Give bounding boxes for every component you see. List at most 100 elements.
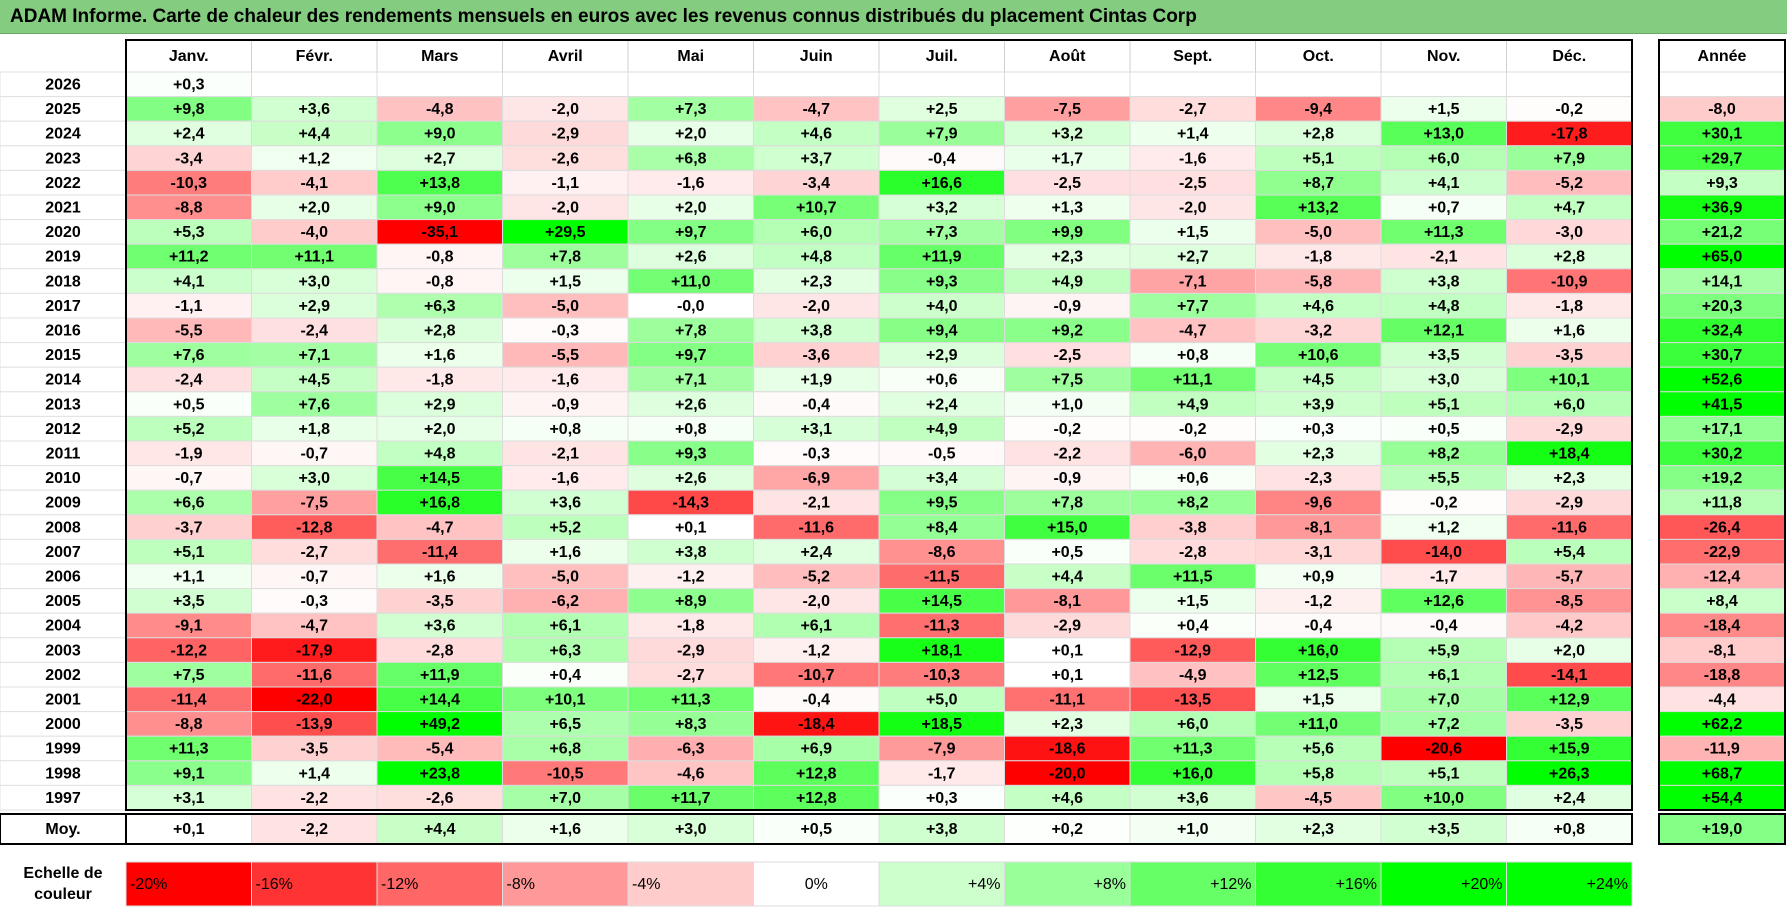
heatmap-cell-value: +5,2 — [173, 421, 205, 438]
heatmap-cell — [1255, 366, 1382, 393]
heatmap-cell-value: +7,2 — [1428, 716, 1460, 733]
heatmap-cell-value: -3,8 — [1179, 519, 1207, 536]
heatmap-cell-value: +3,0 — [298, 470, 330, 487]
heatmap-cell — [753, 637, 880, 663]
heatmap-cell — [1129, 686, 1256, 713]
heatmap-cell — [251, 96, 378, 122]
heatmap-cell — [1255, 292, 1382, 319]
heatmap-cell — [125, 366, 252, 393]
annual-cell-value: +65,0 — [1702, 249, 1743, 266]
annual-cell-value: +17,1 — [1702, 421, 1743, 438]
heatmap-cell-value: +3,9 — [1302, 396, 1334, 413]
annual-cell — [1658, 465, 1786, 491]
heatmap-cell — [1380, 784, 1507, 811]
annual-cell — [1658, 71, 1786, 98]
heatmap-cell-value: +2,6 — [675, 470, 707, 487]
heatmap-cell-value: -4,7 — [802, 101, 830, 118]
heatmap-cell-value: -1,8 — [426, 372, 454, 389]
heatmap-cell-value: -10,3 — [171, 175, 208, 192]
annual-cell-value: +30,7 — [1702, 347, 1743, 364]
heatmap-cell — [502, 96, 629, 122]
heatmap-cell-value: -3,5 — [426, 593, 454, 610]
heatmap-cell-value: -1,9 — [175, 446, 203, 463]
color-scale-stop-label: +8% — [1094, 876, 1126, 893]
year-label: 2005 — [45, 593, 81, 610]
heatmap-cell-value: -0,3 — [300, 593, 328, 610]
heatmap-cell — [502, 637, 629, 663]
heatmap-cell-value: +10,1 — [545, 692, 586, 709]
annual-grid-border — [1658, 39, 1786, 811]
heatmap-cell-value: +0,1 — [1051, 667, 1083, 684]
year-label: 2014 — [45, 372, 81, 389]
heatmap-cell — [1380, 391, 1507, 417]
heatmap-cell-value: -2,8 — [426, 642, 454, 659]
heatmap-cell-value: -3,5 — [1555, 347, 1583, 364]
heatmap-cell-value: +2,9 — [424, 396, 456, 413]
heatmap-cell-value: -5,0 — [1304, 224, 1332, 241]
average-label: Moy. — [45, 821, 80, 838]
heatmap-cell — [1380, 317, 1507, 344]
color-scale-swatch — [627, 861, 754, 907]
heatmap-cell-value: -4,8 — [426, 101, 454, 118]
average-cell-value: -2,2 — [300, 821, 328, 838]
heatmap-cell-value: -4,7 — [426, 519, 454, 536]
heatmap-cell-value: -2,5 — [1053, 175, 1081, 192]
heatmap-cell-value: +11,1 — [294, 249, 334, 266]
heatmap-cell — [376, 588, 503, 614]
heatmap-cell — [251, 760, 378, 786]
heatmap-cell-value: +3,2 — [1051, 126, 1083, 143]
heatmap-cell-value: -7,1 — [1179, 273, 1207, 290]
heatmap-cell-value: -12,9 — [1175, 642, 1212, 659]
heatmap-cell-value: -0,8 — [426, 273, 454, 290]
heatmap-cell-value: +8,7 — [1302, 175, 1334, 192]
heatmap-cell — [1255, 342, 1382, 368]
annual-cell-value: +54,4 — [1702, 790, 1743, 807]
annual-cell-value: +62,2 — [1702, 716, 1743, 733]
heatmap-cell-value: -6,0 — [1179, 446, 1207, 463]
heatmap-cell-value: +18,4 — [1549, 446, 1590, 463]
annual-cell-value: +41,5 — [1702, 396, 1743, 413]
heatmap-cell — [1380, 711, 1507, 737]
heatmap-cell — [376, 292, 503, 319]
heatmap-cell-value: +49,2 — [420, 716, 461, 733]
heatmap-cell — [1380, 661, 1507, 688]
average-cell-value: +0,1 — [173, 821, 205, 838]
heatmap-cell-value: -2,1 — [551, 446, 579, 463]
heatmap-cell — [502, 563, 629, 590]
heatmap-cell-value: +3,8 — [675, 544, 707, 561]
heatmap-cell — [878, 661, 1005, 688]
heatmap-cell-value: +1,2 — [1428, 519, 1460, 536]
heatmap-cell-value: +7,6 — [173, 347, 205, 364]
heatmap-cell — [753, 661, 880, 688]
heatmap-cell-value: +2,3 — [1553, 470, 1585, 487]
heatmap-cell-value: -0,9 — [1053, 470, 1081, 487]
heatmap-cell — [627, 96, 754, 122]
annual-cell — [1658, 588, 1786, 614]
heatmap-cell-value: +11,3 — [1173, 741, 1213, 758]
heatmap-cell-value: +1,2 — [298, 150, 330, 167]
heatmap-cell — [627, 514, 754, 540]
heatmap-cell-value: -2,7 — [1179, 101, 1207, 118]
heatmap-cell-value: +8,4 — [926, 519, 958, 536]
heatmap-cell-value: -4,2 — [1555, 618, 1583, 635]
heatmap-cell-value: -1,1 — [175, 298, 203, 315]
heatmap-cell-value: -2,1 — [802, 495, 830, 512]
year-label: 2010 — [45, 470, 81, 487]
heatmap-cell — [1380, 440, 1507, 467]
heatmap-cell-value: +9,7 — [675, 347, 707, 364]
heatmap-cell-value: +0,6 — [926, 372, 958, 389]
heatmap-cell-value: -0,9 — [1053, 298, 1081, 315]
color-scale-swatch — [502, 861, 629, 907]
annual-cell-value: -22,9 — [1704, 544, 1741, 561]
heatmap-cell — [1380, 588, 1507, 614]
heatmap-cell — [125, 169, 252, 196]
heatmap-cell-value: -10,5 — [547, 765, 584, 782]
heatmap-cell — [627, 145, 754, 171]
heatmap-cell-value: -0,2 — [1430, 495, 1458, 512]
heatmap-cell — [753, 145, 880, 171]
heatmap-cell-value: -11,6 — [1551, 519, 1587, 536]
heatmap-cell-value: -2,0 — [802, 593, 830, 610]
heatmap-cell-value: +12,8 — [796, 790, 837, 807]
color-scale-label: couleur — [34, 886, 92, 903]
heatmap-cell — [1506, 489, 1633, 516]
